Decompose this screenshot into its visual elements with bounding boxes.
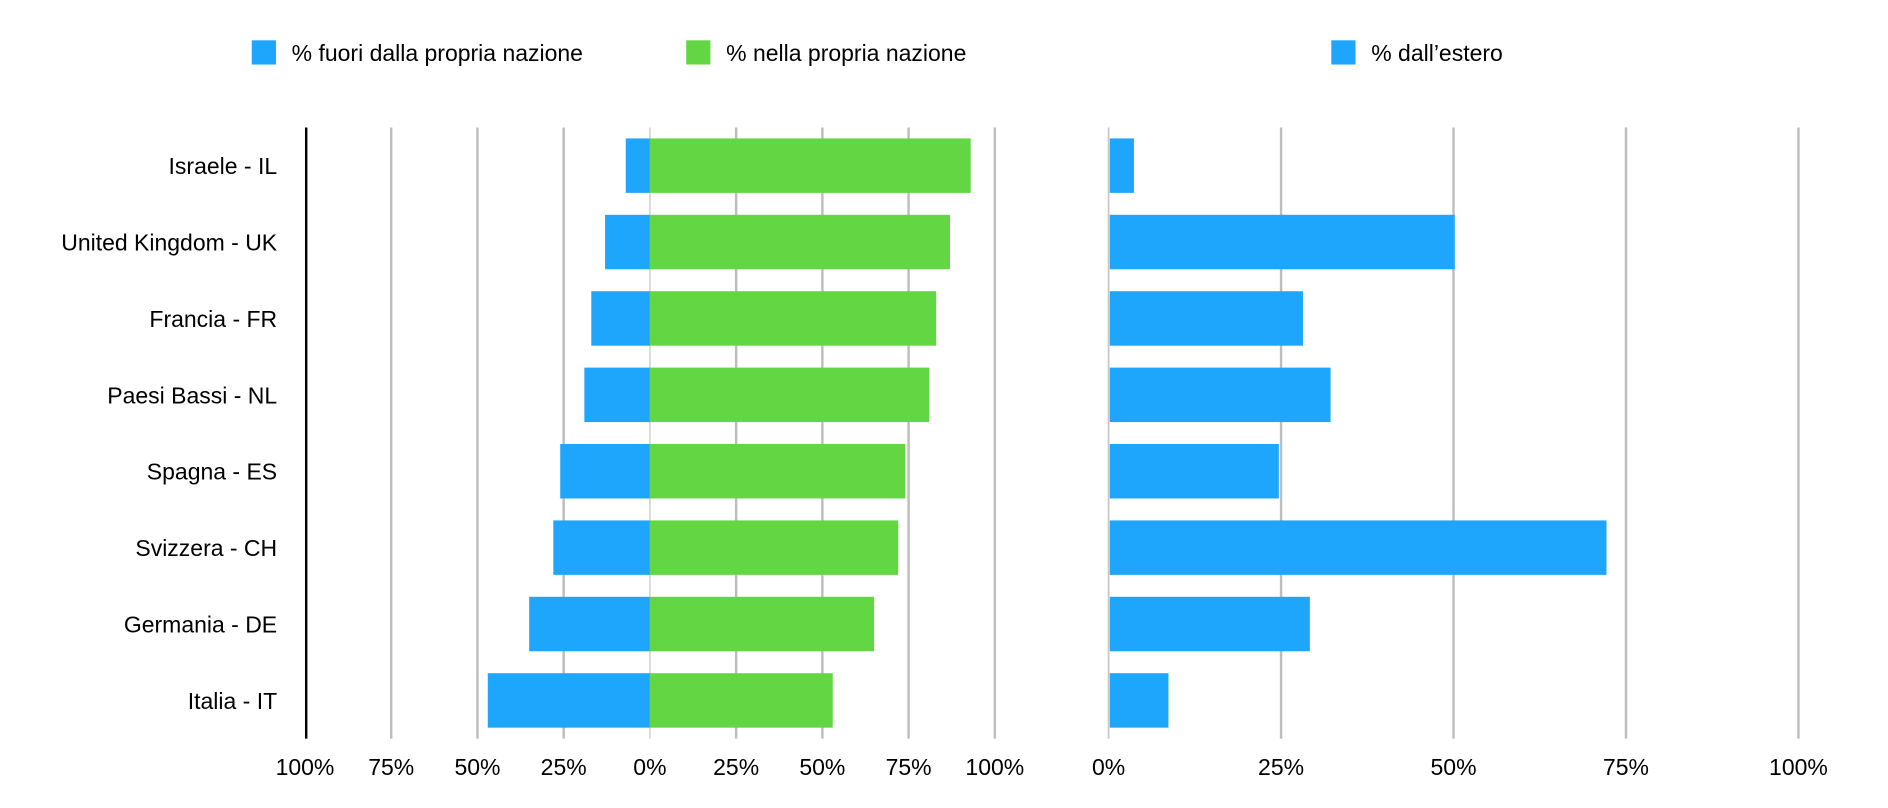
bar-outside-3	[584, 367, 650, 423]
x-tick-label: 75%	[886, 754, 932, 780]
bar-inside-1	[649, 214, 950, 270]
category-labels: Israele - IL United Kingdom - UK Francia -…	[61, 153, 278, 714]
category-label: Germania - DE	[124, 612, 277, 638]
bar-outside-0	[625, 138, 650, 193]
tick-labels: 100% 75% 50% 25% 0% 25% 50% 75% 100% 0% 25% 50% 75% 1…	[276, 754, 1828, 780]
x-tick-label: 25%	[541, 754, 587, 780]
bar-outside-1	[605, 214, 650, 270]
x-tick-label: 75%	[368, 754, 414, 780]
category-label: Paesi Bassi - NL	[107, 382, 277, 408]
category-label: Italia - IT	[188, 688, 277, 714]
x-tick-label: 0%	[633, 754, 666, 780]
legend: % fuori dalla propria nazione % nella pro…	[251, 40, 1503, 66]
bar-outside-7	[487, 673, 650, 728]
x-tick-label: 25%	[713, 754, 759, 780]
x-tick-label: 25%	[1258, 754, 1304, 780]
bar-inside-2	[649, 291, 937, 346]
x-tick-label: 100%	[965, 754, 1024, 780]
bar-inside-6	[649, 596, 875, 652]
bar-abroad-4	[1109, 444, 1279, 499]
x-tick-label: 50%	[799, 754, 845, 780]
bar-outside-2	[591, 291, 650, 346]
legend-swatch	[251, 40, 276, 65]
bars	[487, 138, 1607, 728]
bar-outside-5	[553, 520, 650, 575]
category-label: United Kingdom - UK	[61, 230, 278, 256]
legend-label: % fuori dalla propria nazione	[292, 40, 583, 66]
bar-abroad-5	[1109, 520, 1607, 575]
category-label: Spagna - ES	[147, 459, 277, 485]
legend-swatch	[686, 40, 711, 65]
x-tick-label: 100%	[276, 754, 335, 780]
legend-label: % nella propria nazione	[726, 40, 966, 66]
bar-inside-7	[649, 673, 833, 728]
bar-abroad-2	[1109, 291, 1303, 346]
bar-abroad-7	[1109, 673, 1169, 728]
bar-abroad-1	[1109, 214, 1455, 270]
x-tick-label: 75%	[1603, 754, 1649, 780]
legend-label: % dall’estero	[1371, 40, 1503, 66]
bar-abroad-6	[1109, 596, 1310, 652]
category-label: Francia - FR	[149, 306, 277, 332]
legend-swatch	[1331, 40, 1356, 65]
bar-abroad-0	[1109, 138, 1134, 193]
bar-outside-6	[529, 596, 650, 652]
x-tick-label: 50%	[1431, 754, 1477, 780]
x-tick-label: 50%	[454, 754, 500, 780]
bar-inside-0	[649, 138, 971, 193]
bar-abroad-3	[1109, 367, 1331, 423]
x-tick-label: 0%	[1092, 754, 1125, 780]
x-tick-label: 100%	[1769, 754, 1828, 780]
category-label: Svizzera - CH	[135, 535, 277, 561]
bar-inside-5	[649, 520, 899, 575]
bar-inside-4	[649, 444, 906, 499]
bar-inside-3	[649, 367, 930, 423]
bar-outside-4	[560, 444, 650, 499]
category-label: Israele - IL	[169, 153, 278, 179]
